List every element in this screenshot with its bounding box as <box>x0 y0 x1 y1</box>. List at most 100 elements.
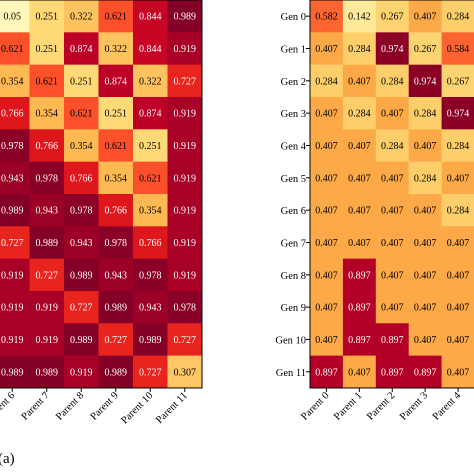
cell-value-label: 0.407 <box>414 270 437 281</box>
y-tick-label: Gen 7 <box>281 238 306 249</box>
heatmap-cell <box>64 355 99 389</box>
cell-value-label: 0.919 <box>1 303 24 314</box>
heatmap-cell <box>408 96 442 130</box>
cell-value-label: 0.407 <box>414 206 437 217</box>
cell-value-label: 0.943 <box>36 206 59 217</box>
heatmap-cell <box>64 0 99 33</box>
y-tick-label: Gen 11 <box>276 368 306 379</box>
cell-value-label: 0.974 <box>381 44 404 55</box>
cell-value-label: 0.919 <box>174 206 197 217</box>
heatmap-cell <box>133 161 168 195</box>
cell-value-label: 0.407 <box>315 44 338 55</box>
heatmap-cell <box>441 32 474 65</box>
heatmap-cell <box>310 323 344 356</box>
heatmap-cell <box>342 323 377 356</box>
heatmap-cell <box>98 355 134 389</box>
heatmap-cell <box>133 96 168 130</box>
heatmap-cell <box>310 355 344 389</box>
heatmap-cell <box>133 0 168 33</box>
heatmap-cell <box>408 129 442 162</box>
heatmap-cell <box>0 258 30 292</box>
cell-value-label: 0.621 <box>105 12 128 23</box>
heatmap-cell <box>29 64 65 98</box>
heatmap-cell <box>310 193 344 227</box>
cell-value-label: 0.897 <box>348 270 371 281</box>
heatmap-cell <box>0 129 30 162</box>
cell-value-label: 0.919 <box>174 44 197 55</box>
cell-value-label: 0.322 <box>70 12 93 23</box>
cell-value-label: 0.354 <box>36 109 59 120</box>
heatmap-cell <box>375 32 409 65</box>
heatmap-cell <box>133 290 168 324</box>
heatmap-cell <box>408 258 442 292</box>
cell-value-label: 0.919 <box>174 109 197 120</box>
cell-value-label: 0.354 <box>139 206 162 217</box>
cell-value-label: 0.766 <box>70 173 93 184</box>
cell-value-label: 0.897 <box>348 303 371 314</box>
cell-value-label: 0.989 <box>70 335 93 346</box>
heatmap-cell <box>98 226 134 259</box>
cell-value-label: 0.919 <box>174 173 197 184</box>
heatmap-cell <box>310 258 344 292</box>
cell-value-label: 0.766 <box>105 206 128 217</box>
heatmap-cell <box>375 161 409 195</box>
cell-value-label: 0.978 <box>70 206 93 217</box>
heatmap-cell <box>29 0 65 33</box>
heatmap-cell <box>167 129 203 162</box>
cell-value-label: 0.407 <box>315 238 338 249</box>
cell-value-label: 0.582 <box>315 12 338 23</box>
cell-value-label: 0.407 <box>447 270 470 281</box>
heatmap-cell <box>441 96 474 130</box>
heatmap-cell <box>98 323 134 356</box>
heatmap-cell <box>375 129 409 162</box>
heatmap-cell <box>64 129 99 162</box>
cell-value-label: 0.284 <box>348 109 371 120</box>
cell-value-label: 0.251 <box>36 44 59 55</box>
heatmap-cell <box>167 226 203 259</box>
cell-value-label: 0.974 <box>447 109 470 120</box>
cell-value-label: 0.897 <box>381 367 404 378</box>
heatmap-cell <box>0 32 30 65</box>
heatmap-cell <box>408 0 442 33</box>
y-tick-label: Gen 5 <box>281 174 306 185</box>
heatmap-cell <box>133 355 168 389</box>
heatmap-cell <box>310 290 344 324</box>
cell-value-label: 0.989 <box>36 238 59 249</box>
heatmap-cell <box>133 32 168 65</box>
cell-value-label: 0.919 <box>174 141 197 152</box>
cell-value-label: 0.943 <box>139 303 162 314</box>
y-tick-label: Gen 9 <box>281 303 306 314</box>
cell-value-label: 0.974 <box>414 76 437 87</box>
cell-value-label: 0.621 <box>139 173 162 184</box>
heatmap-cell <box>29 258 65 292</box>
heatmap-cell <box>64 226 99 259</box>
heatmap-cell <box>167 355 203 389</box>
y-tick-label: Gen 3 <box>281 109 306 120</box>
cell-value-label: 0.142 <box>348 12 371 23</box>
cell-value-label: 0.766 <box>139 238 162 249</box>
heatmap-cell <box>29 290 65 324</box>
heatmap-cell <box>441 355 474 389</box>
cell-value-label: 0.267 <box>414 44 437 55</box>
heatmap-frame <box>0 0 203 389</box>
heatmap-cell <box>133 323 168 356</box>
cell-value-label: 0.407 <box>381 238 404 249</box>
heatmap-cell <box>167 32 203 65</box>
cell-value-label: 0.727 <box>174 335 197 346</box>
cell-value-label: 0.284 <box>381 141 404 152</box>
cell-value-label: 0.989 <box>105 367 128 378</box>
cell-value-label: 0.284 <box>381 76 404 87</box>
cell-value-label: 0.267 <box>381 12 404 23</box>
heatmap-cell <box>167 323 203 356</box>
cell-value-label: 0.919 <box>70 367 93 378</box>
cell-value-label: 0.621 <box>70 109 93 120</box>
cell-value-label: 0.354 <box>70 141 93 152</box>
cell-value-label: 0.284 <box>447 12 470 23</box>
heatmap-cell <box>98 161 134 195</box>
y-tick-label: Gen 8 <box>281 271 306 282</box>
heatmap-cell <box>167 96 203 130</box>
heatmap-cell <box>408 323 442 356</box>
cell-value-label: 0.407 <box>315 206 338 217</box>
heatmap-cell <box>441 323 474 356</box>
heatmap-cell <box>29 161 65 195</box>
